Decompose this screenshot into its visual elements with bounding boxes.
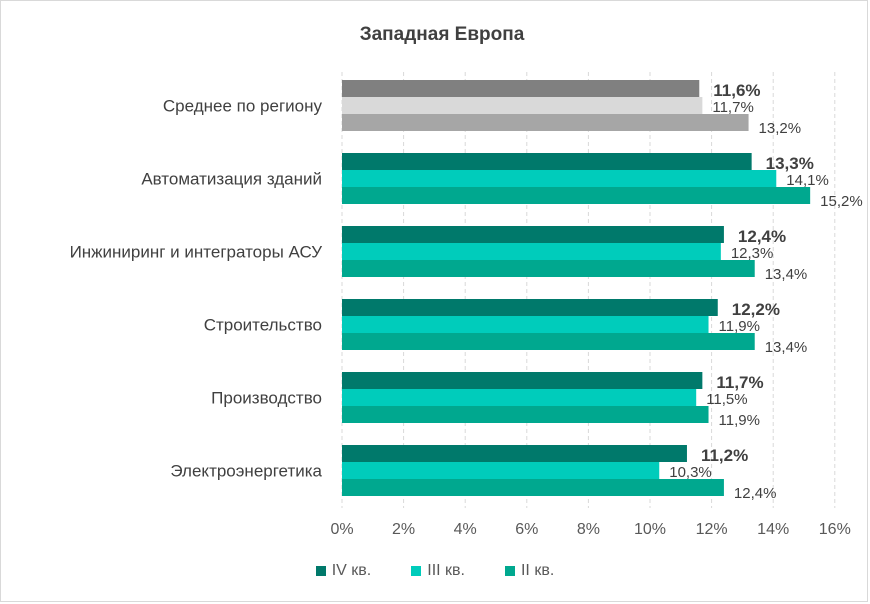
bar (342, 170, 777, 187)
bar (342, 243, 721, 260)
x-tick-label: 2% (392, 521, 415, 538)
bar (342, 226, 724, 243)
data-label: 11,7% (712, 99, 753, 116)
data-label: 11,5% (706, 391, 747, 408)
legend-label-q3: III кв. (427, 562, 465, 579)
data-label: 11,9% (719, 412, 760, 429)
data-label: 12,4% (734, 485, 777, 502)
data-label: 13,4% (765, 339, 808, 356)
legend-label-q2: II кв. (520, 562, 555, 579)
legend-swatch-q2 (504, 566, 515, 576)
category-label: Инжиниринг и интеграторы АСУ (70, 243, 323, 262)
data-label: 12,2% (732, 300, 780, 319)
bar (342, 333, 755, 350)
data-label: 11,9% (719, 318, 760, 335)
data-label: 11,6% (713, 81, 760, 100)
legend-swatch-q4 (315, 566, 326, 576)
bar (342, 114, 749, 131)
data-label: 13,4% (765, 266, 808, 283)
category-label: Электроэнергетика (170, 462, 322, 481)
chart-title: Западная Европа (359, 24, 525, 45)
bar (342, 187, 811, 204)
x-tick-label: 14% (757, 521, 789, 538)
legend-item-q3: III кв. (411, 562, 465, 580)
bar (342, 389, 697, 406)
bar (342, 299, 718, 316)
legend-label-q4: IV кв. (331, 562, 372, 579)
category-label: Автоматизация зданий (141, 170, 322, 189)
data-label: 12,4% (738, 227, 786, 246)
bar (342, 462, 660, 479)
x-tick-label: 6% (515, 521, 538, 538)
data-label: 13,2% (759, 120, 802, 137)
x-tick-label: 16% (819, 521, 851, 538)
x-tick-label: 4% (454, 521, 477, 538)
data-label: 11,2% (701, 446, 748, 465)
bar (342, 445, 687, 462)
category-label: Среднее по региону (163, 97, 323, 116)
data-label: 10,3% (669, 464, 712, 481)
data-label: 14,1% (786, 172, 829, 189)
bar (342, 80, 700, 97)
category-label: Производство (211, 389, 322, 408)
bar (342, 316, 709, 333)
bar (342, 372, 703, 389)
x-tick-label: 10% (634, 521, 666, 538)
legend-swatch-q3 (411, 566, 422, 576)
data-label: 15,2% (820, 193, 863, 210)
data-label: 13,3% (766, 154, 814, 173)
bar (342, 260, 755, 277)
legend-item-q2: II кв. (504, 562, 555, 580)
bar (342, 479, 724, 496)
legend-item-q4: IV кв. (315, 562, 372, 580)
bar (342, 153, 752, 170)
data-label: 12,3% (731, 245, 774, 262)
x-tick-label: 0% (330, 521, 353, 538)
category-label: Строительство (204, 316, 322, 335)
x-tick-label: 8% (577, 521, 600, 538)
x-tick-label: 12% (696, 521, 728, 538)
data-label: 11,7% (716, 373, 763, 392)
bar (342, 406, 709, 423)
bar (342, 97, 703, 114)
legend: IV кв. III кв. II кв. (0, 562, 870, 580)
